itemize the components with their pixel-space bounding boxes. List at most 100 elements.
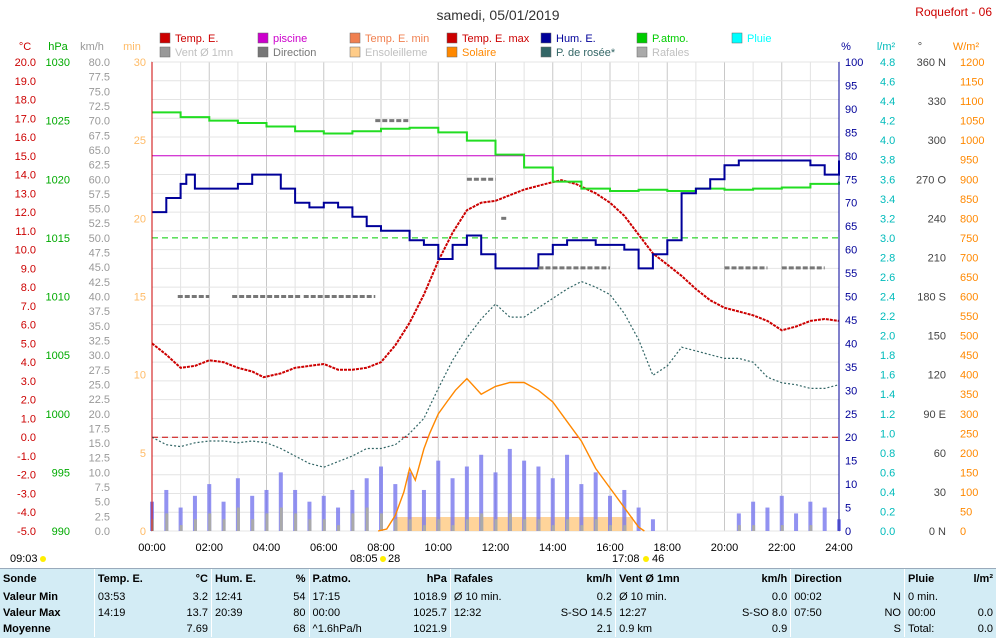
wind-bar (208, 513, 212, 531)
gust-bar (307, 501, 312, 531)
temp-unit: °C (19, 41, 31, 53)
cell: Ø 10 min. (449, 589, 531, 605)
wind-bar (294, 513, 298, 531)
cell: 00:00 (903, 605, 959, 621)
wind-tick-label: 57.5 (89, 189, 110, 201)
cell: 1025.7 (413, 607, 447, 619)
x-tick-label: 06:00 (310, 542, 338, 554)
col-header: Sonde (3, 573, 37, 585)
cell: Total: (903, 621, 959, 637)
gust-bar (650, 519, 655, 531)
cell: 0.2 (596, 591, 613, 603)
minutes-tick-label: 20 (134, 213, 146, 225)
legend-swatch (636, 32, 648, 44)
x-tick-label: 24:00 (825, 542, 853, 554)
gust-bar (622, 489, 627, 531)
rain-tick-label: 4.0 (880, 135, 895, 147)
legend-label: Temp. E. min (365, 33, 429, 45)
pressure-tick-label: 1015 (46, 233, 70, 245)
insolation-minutes: 28 (388, 553, 400, 565)
solar-tick-label: 1100 (960, 96, 984, 108)
axes: 20.0 19.0 18.0 17.0 16.0 15.0 14.0 13.0 12.0 11.0… (15, 57, 985, 554)
gust-bar (178, 507, 183, 531)
temp-tick-label: 12.0 (15, 207, 36, 219)
cell (93, 621, 171, 637)
direction-unit: ° (918, 41, 922, 53)
solar-tick-label: 400 (960, 370, 978, 382)
wind-tick-label: 50.0 (89, 233, 110, 245)
solar-tick-label: 100 (960, 487, 978, 499)
gust-bar (264, 489, 269, 531)
col-unit: km/h (761, 573, 788, 585)
humidity-tick-label: 5 (845, 503, 851, 515)
solar-tick-label: 1050 (960, 116, 984, 128)
gust-bar (822, 507, 827, 531)
legend-swatch (257, 46, 269, 58)
cell: 12:41 (210, 589, 282, 605)
cell: 3.2 (192, 591, 208, 603)
rain-tick-label: 0.0 (880, 526, 895, 538)
pressure-tick-label: 1030 (46, 57, 70, 69)
humidity-tick-label: 30 (845, 385, 857, 397)
summary-row: Valeur Min 03:53 3.2 12:41 54 17:15 1018… (0, 589, 996, 605)
legend-swatch (349, 46, 361, 58)
direction-tick-label: 180 S (917, 292, 946, 304)
solar-tick-label: 150 (960, 467, 978, 479)
gust-bar (164, 489, 169, 531)
wind-bar (165, 513, 169, 531)
wind-tick-label: 45.0 (89, 262, 110, 274)
rain-tick-label: 1.0 (880, 428, 895, 440)
gust-bar (808, 501, 813, 531)
gust-bar (507, 448, 512, 531)
gust-bar (593, 472, 598, 531)
cell: 13.7 (186, 607, 208, 619)
cell: 2.1 (596, 623, 613, 635)
cell: 0.0 (771, 591, 788, 603)
temp-tick-label: 15.0 (15, 151, 36, 163)
humidity-tick-label: 10 (845, 479, 857, 491)
wind-bar (809, 525, 813, 531)
solar-tick-label: 300 (960, 409, 978, 421)
wind-bar (551, 525, 555, 531)
wind-bar (523, 519, 527, 531)
temp-tick-label: 16.0 (15, 132, 36, 144)
wind-bar (322, 519, 326, 531)
temp-tick-label: 18.0 (15, 95, 36, 107)
pressure-tick-label: 1025 (46, 116, 70, 128)
wind-tick-label: 47.5 (89, 248, 110, 260)
gust-bar (250, 495, 255, 531)
wind-bar (279, 507, 283, 531)
gust-bar (565, 454, 570, 531)
wind-tick-label: 37.5 (89, 306, 110, 318)
wind-bar (752, 525, 756, 531)
wind-bar (451, 525, 455, 531)
pressure-line (152, 111, 840, 192)
rain-tick-label: 2.6 (880, 272, 895, 284)
legend-label: Vent Ø 1mn (175, 47, 233, 59)
legend-label: Temp. E. (175, 33, 218, 45)
wind-bar (480, 513, 484, 531)
weather-chart: samedi, 05/01/2019 Roquefort - 06 Temp. … (10, 5, 993, 565)
cell: 00:00 (308, 605, 392, 621)
minutes-tick-label: 5 (140, 448, 146, 460)
x-tick-label: 20:00 (711, 542, 739, 554)
solar-tick-label: 1150 (960, 77, 984, 89)
cell: 0.0 (977, 623, 993, 635)
gust-bar (493, 472, 498, 531)
insolation-start: 08:05 (350, 553, 378, 565)
temp-tick-label: -1.0 (17, 451, 36, 463)
sunrise-time: 09:03 (10, 553, 38, 565)
gust-bar (364, 478, 369, 531)
rain-tick-label: 1.2 (880, 409, 895, 421)
solar-unit: W/m² (953, 41, 980, 53)
legend-label: Rafales (652, 47, 690, 59)
solar-tick-label: 800 (960, 213, 978, 225)
rain-tick-label: 3.0 (880, 233, 895, 245)
cell: 20:39 (210, 605, 282, 621)
wind-bar (422, 525, 426, 531)
gust-bar (751, 501, 756, 531)
wind-bar (566, 519, 570, 531)
row-label: Moyenne (3, 623, 51, 635)
wind-unit: km/h (80, 41, 104, 53)
x-tick-label: 14:00 (539, 542, 567, 554)
